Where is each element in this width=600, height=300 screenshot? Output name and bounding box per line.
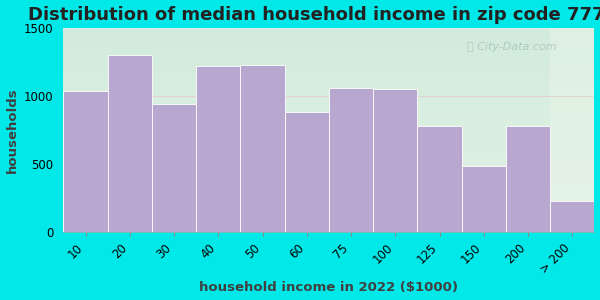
Bar [241,65,285,232]
Bar [196,66,241,232]
Bar [506,126,550,232]
Bar [329,88,373,232]
Bar [108,55,152,232]
Bar [550,201,595,232]
Bar [418,126,461,232]
Bar [550,28,595,232]
Bar [152,104,196,232]
Bar [373,89,418,232]
Bar [64,91,108,232]
Y-axis label: households: households [5,87,19,173]
Title: Distribution of median household income in zip code 77705: Distribution of median household income … [28,6,600,24]
Bar [285,112,329,232]
X-axis label: household income in 2022 ($1000): household income in 2022 ($1000) [199,281,458,294]
Text: ⓘ City-Data.com: ⓘ City-Data.com [467,42,557,52]
Bar [461,166,506,232]
